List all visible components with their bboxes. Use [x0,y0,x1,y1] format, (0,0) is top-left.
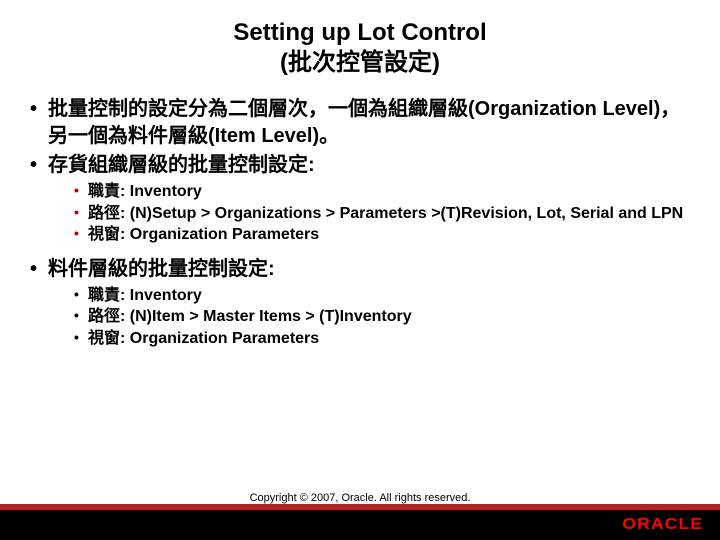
bullet-2-2: 路徑: (N)Setup > Organizations > Parameter… [74,203,690,225]
bullet-3-sub: 職責: Inventory 路徑: (N)Item > Master Items… [30,285,690,350]
title-line-1: Setting up Lot Control [0,18,720,48]
bullet-1: 批量控制的設定分為二個層次，一個為組織層級(Organization Level… [30,96,690,150]
title-line-2: (批次控管設定) [0,48,720,78]
slide-content: 批量控制的設定分為二個層次，一個為組織層級(Organization Level… [0,78,720,350]
bullet-2-3: 視窗: Organization Parameters [74,224,690,246]
bullet-3: 料件層級的批量控制設定: [30,256,690,283]
bullet-3-3: 視窗: Organization Parameters [74,328,690,350]
bullet-3-1: 職責: Inventory [74,285,690,307]
slide: Setting up Lot Control (批次控管設定) 批量控制的設定分… [0,0,720,540]
bullet-2-1: 職責: Inventory [74,181,690,203]
oracle-logo: ORACLE [623,516,704,534]
bullet-2: 存貨組織層級的批量控制設定: [30,152,690,179]
slide-title: Setting up Lot Control (批次控管設定) [0,0,720,78]
copyright-text: Copyright © 2007, Oracle. All rights res… [0,492,720,504]
bullet-3-2: 路徑: (N)Item > Master Items > (T)Inventor… [74,306,690,328]
footer: ORACLE [0,504,720,540]
bullet-2-sub: 職責: Inventory 路徑: (N)Setup > Organizatio… [30,181,690,246]
footer-black-bar: ORACLE [0,510,720,540]
